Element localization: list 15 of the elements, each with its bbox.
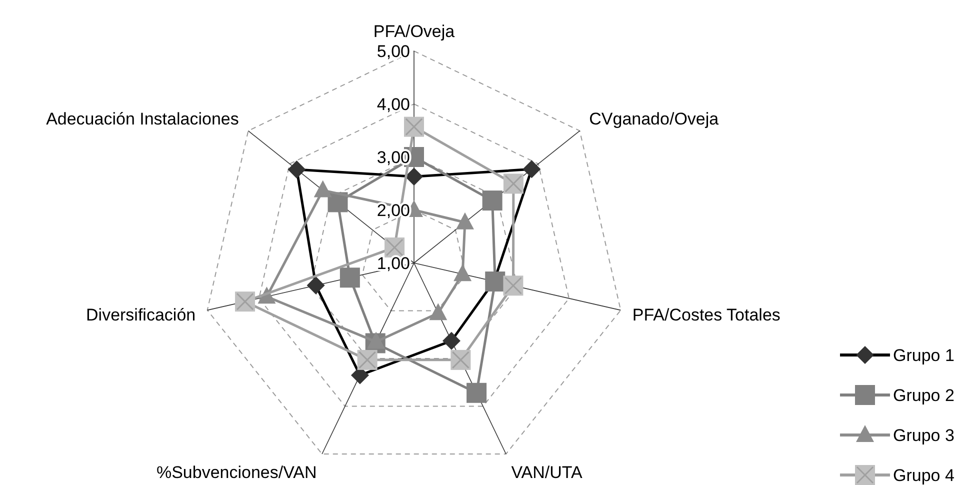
- legend-label: Grupo 2: [893, 386, 954, 405]
- y-tick-label: 5,00: [376, 42, 410, 61]
- y-tick-label: 2,00: [376, 201, 410, 220]
- spoke-label: %Subvenciones/VAN: [156, 463, 317, 482]
- spoke-label: PFA/Costes Totales: [632, 306, 780, 325]
- y-tick-label: 3,00: [376, 148, 410, 167]
- y-tick-label: 4,00: [376, 95, 410, 114]
- spoke-label: Diversificación: [86, 306, 196, 325]
- spoke-label: VAN/UTA: [511, 463, 584, 482]
- legend-label: Grupo 1: [893, 346, 954, 365]
- legend-label: Grupo 4: [893, 466, 954, 485]
- spoke-label: PFA/Oveja: [373, 22, 456, 41]
- spoke-label: Adecuación Instalaciones: [46, 109, 239, 128]
- legend-label: Grupo 3: [893, 426, 954, 445]
- spoke-label: CVganado/Oveja: [589, 109, 720, 128]
